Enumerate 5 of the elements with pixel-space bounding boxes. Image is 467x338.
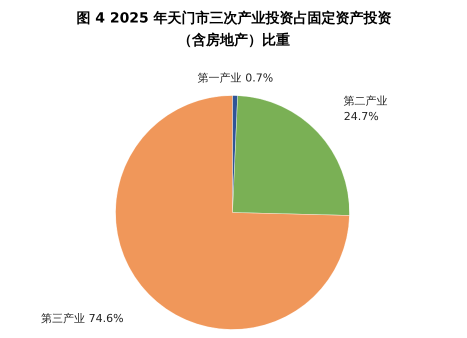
slice-label: 第二产业 [344, 94, 388, 108]
chart-title: 图 4 2025 年天门市三次产业投资占固定资产投资（含房地产）比重 [76, 10, 392, 48]
slice-label: 第一产业 0.7% [198, 71, 274, 84]
slice-label: 第三产业 74.6% [41, 312, 124, 326]
data-label: 24.7% [344, 110, 379, 124]
